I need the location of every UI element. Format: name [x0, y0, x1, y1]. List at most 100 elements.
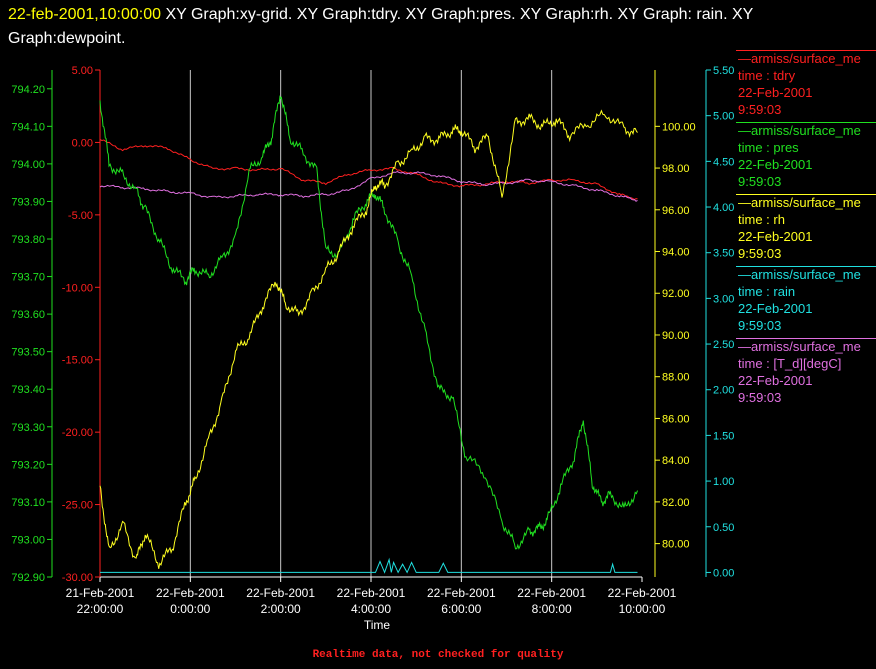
x-tick-date-label: 22-Feb-2001 [517, 586, 586, 600]
legend-date: 22-Feb-2001 [738, 157, 813, 172]
x-tick-date-label: 21-Feb-2001 [66, 586, 135, 600]
x-tick-date-label: 22-Feb-2001 [608, 586, 677, 600]
rh-tick-label: 92.00 [662, 288, 690, 300]
x-tick-time-label: 4:00:00 [351, 602, 391, 616]
rain-tick-label: 0.00 [713, 567, 734, 579]
pres-tick-label: 794.10 [11, 121, 45, 133]
rh-tick-label: 82.00 [662, 497, 690, 509]
tdry-tick-label: -20.00 [62, 427, 93, 439]
legend-var: time : [T_d][degC] [738, 356, 842, 371]
graph-list: XY Graph:xy-grid. XY Graph:tdry. XY Grap… [8, 6, 754, 47]
x-tick-time-label: 6:00:00 [441, 602, 481, 616]
pres-tick-label: 793.20 [11, 459, 45, 471]
rain-tick-label: 1.50 [713, 430, 734, 442]
legend-source: —armiss/surface_me [738, 123, 861, 138]
rain-tick-label: 3.50 [713, 248, 734, 260]
x-tick-time-label: 0:00:00 [170, 602, 210, 616]
legend-separator [736, 122, 876, 123]
legend-var: time : pres [738, 140, 799, 155]
pres-tick-label: 793.50 [11, 347, 45, 359]
rh-tick-label: 84.00 [662, 455, 690, 467]
rain-tick-label: 5.50 [713, 65, 734, 77]
pres-tick-label: 793.40 [11, 384, 45, 396]
quality-notice: Realtime data, not checked for quality [312, 649, 564, 661]
legend-date: 22-Feb-2001 [738, 85, 813, 100]
window-title: 22-feb-2001,10:00:00 XY Graph:xy-grid. X… [8, 3, 858, 51]
x-tick-date-label: 22-Feb-2001 [427, 586, 496, 600]
tdry-tick-label: -5.00 [68, 210, 93, 222]
legend-var: time : tdry [738, 68, 796, 83]
legend-time: 9:59:03 [738, 390, 782, 405]
rain-tick-label: 1.00 [713, 476, 734, 488]
legend-source: —armiss/surface_me [738, 267, 861, 282]
pres-tick-label: 793.60 [11, 309, 45, 321]
pres-tick-label: 793.00 [11, 534, 45, 546]
timestamp: 22-feb-2001,10:00:00 [8, 6, 162, 23]
series-line-tdry [99, 139, 638, 201]
series-line-rain [100, 557, 638, 574]
rain-tick-label: 4.00 [713, 202, 734, 214]
tdry-tick-label: -15.00 [62, 355, 93, 367]
pres-tick-label: 794.00 [11, 159, 45, 171]
legend-var: time : rh [738, 212, 785, 227]
rh-tick-label: 80.00 [662, 539, 690, 551]
legend-date: 22-Feb-2001 [738, 373, 813, 388]
pres-tick-label: 792.90 [11, 572, 45, 584]
series-line-rh [99, 109, 638, 569]
rh-tick-label: 88.00 [662, 372, 690, 384]
series-line-tdry [99, 170, 638, 202]
rain-tick-label: 5.00 [713, 111, 734, 123]
x-tick-date-label: 22-Feb-2001 [246, 586, 315, 600]
rh-tick-label: 100.00 [662, 121, 696, 133]
legend-source: —armiss/surface_me [738, 51, 861, 66]
rh-tick-label: 98.00 [662, 163, 690, 175]
tdry-tick-label: -25.00 [62, 500, 93, 512]
tdry-tick-label: -30.00 [62, 572, 93, 584]
x-tick-time-label: 8:00:00 [532, 602, 572, 616]
rain-tick-label: 2.00 [713, 385, 734, 397]
rh-tick-label: 96.00 [662, 205, 690, 217]
legend-separator [736, 338, 876, 339]
legend-source: —armiss/surface_me [738, 339, 861, 354]
x-tick-date-label: 22-Feb-2001 [156, 586, 225, 600]
legend-separator [736, 266, 876, 267]
rain-tick-label: 4.50 [713, 156, 734, 168]
legend-date: 22-Feb-2001 [738, 301, 813, 316]
legend-time: 9:59:03 [738, 102, 782, 117]
tdry-tick-label: 0.00 [72, 137, 93, 149]
legend-separator [736, 50, 876, 51]
x-axis-label: Time [364, 618, 391, 632]
x-tick-time-label: 10:00:00 [619, 602, 666, 616]
legend-time: 9:59:03 [738, 174, 782, 189]
x-tick-date-label: 22-Feb-2001 [337, 586, 406, 600]
rain-tick-label: 2.50 [713, 339, 734, 351]
legend-time: 9:59:03 [738, 318, 782, 333]
pres-tick-label: 793.90 [11, 196, 45, 208]
x-tick-time-label: 2:00:00 [261, 602, 301, 616]
legend-time: 9:59:03 [738, 246, 782, 261]
legend-source: —armiss/surface_me [738, 195, 861, 210]
pres-tick-label: 793.70 [11, 272, 45, 284]
rh-tick-label: 90.00 [662, 330, 690, 342]
legend-date: 22-Feb-2001 [738, 229, 813, 244]
rh-tick-label: 94.00 [662, 247, 690, 259]
pres-tick-label: 793.80 [11, 234, 45, 246]
series-line-pres [99, 95, 638, 550]
tdry-tick-label: -10.00 [62, 282, 93, 294]
tdry-tick-label: 5.00 [72, 65, 93, 77]
legend-var: time : rain [738, 284, 796, 299]
pres-tick-label: 793.10 [11, 497, 45, 509]
pres-tick-label: 793.30 [11, 422, 45, 434]
rh-tick-label: 86.00 [662, 413, 690, 425]
pres-tick-label: 794.20 [11, 84, 45, 96]
x-tick-time-label: 22:00:00 [77, 602, 124, 616]
rain-tick-label: 0.50 [713, 522, 734, 534]
legend-separator [736, 194, 876, 195]
rain-tick-label: 3.00 [713, 293, 734, 305]
